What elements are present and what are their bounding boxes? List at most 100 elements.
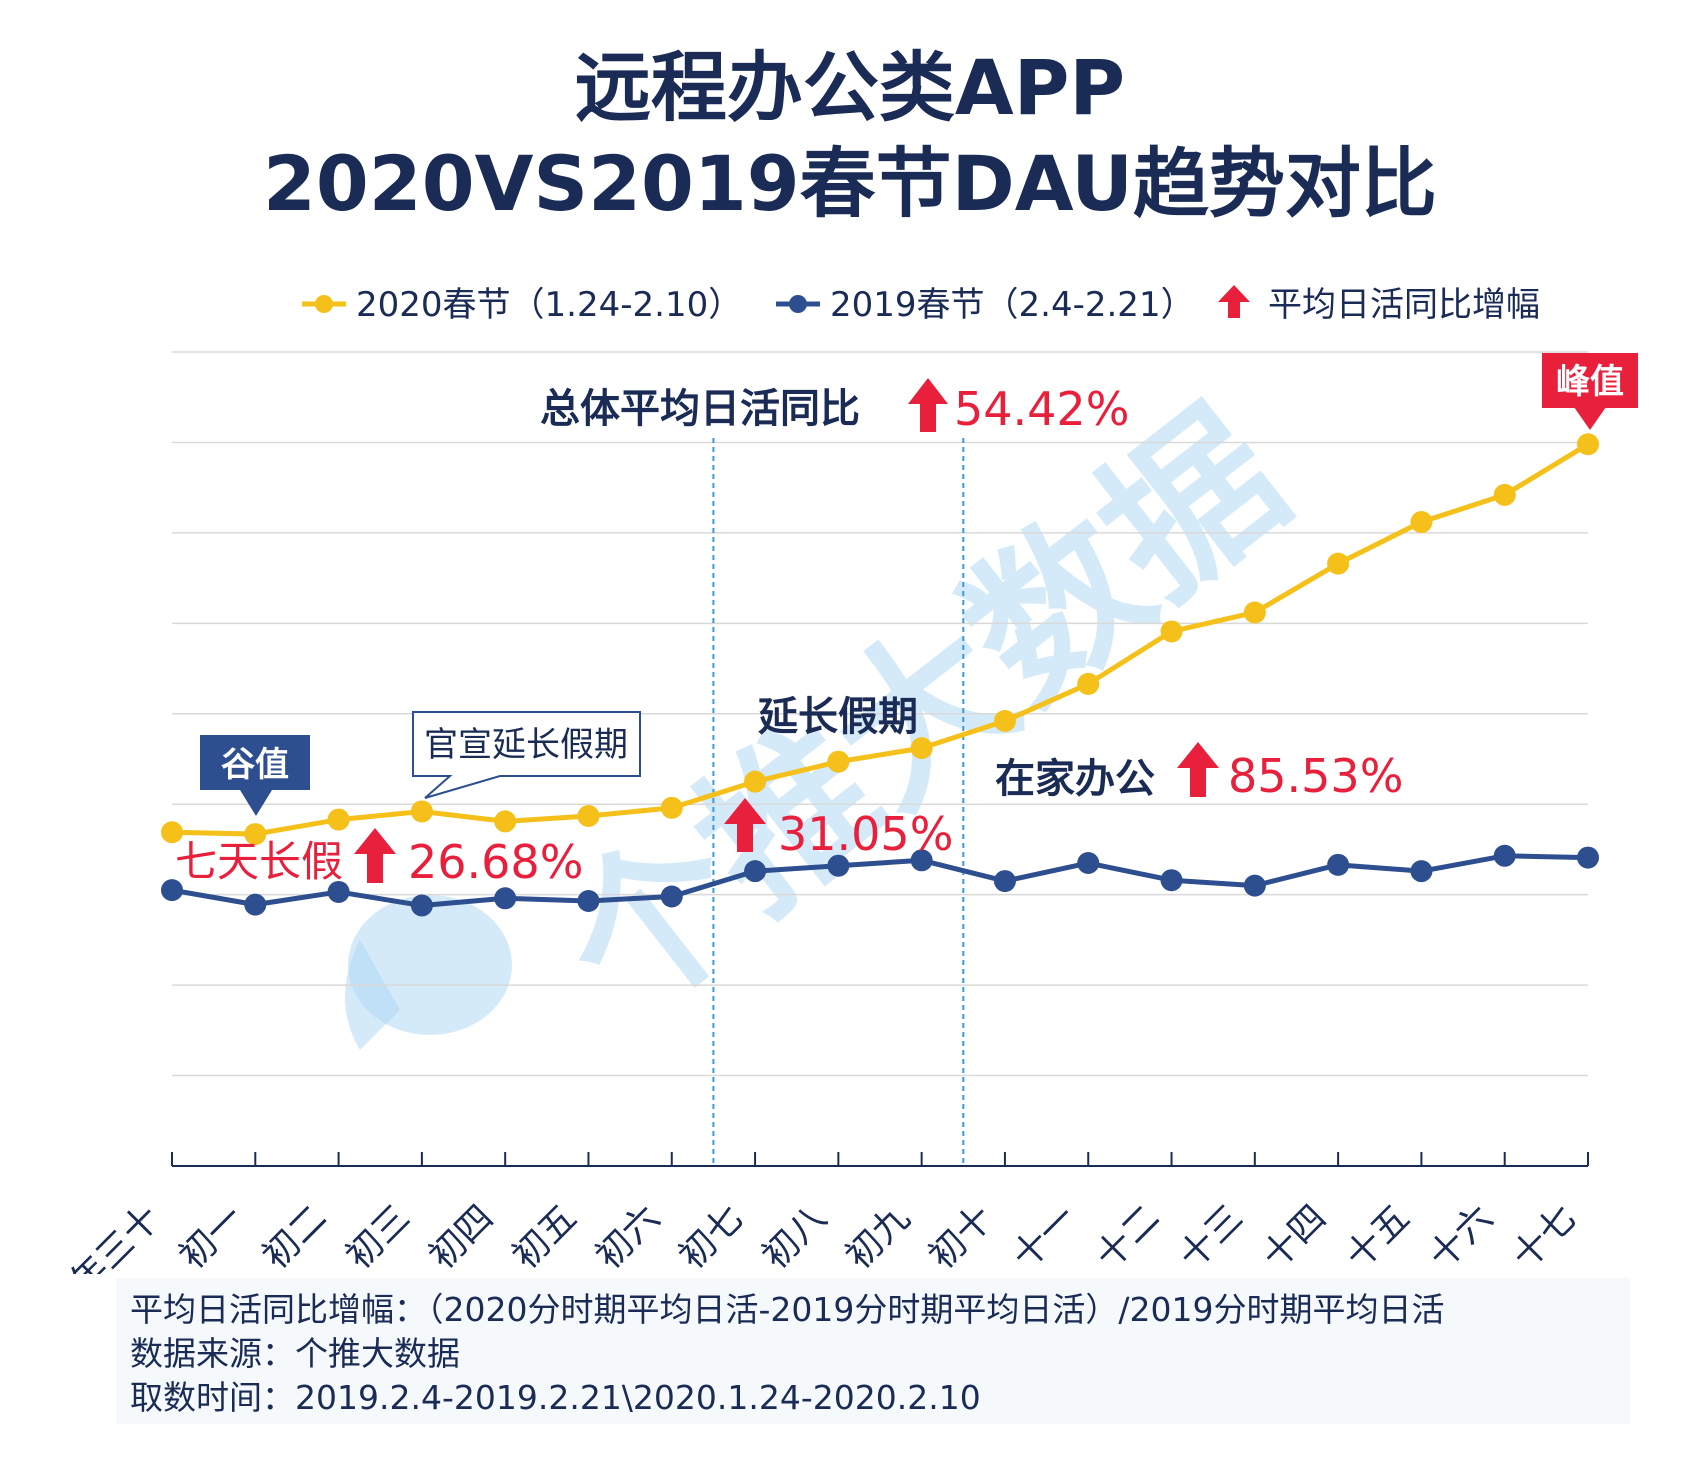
chart-title-line2: 2020VS2019春节DAU趋势对比 [263,139,1437,228]
series-2019-point [993,870,1016,893]
series-2020-point [494,810,517,833]
peak-arrow-icon [1574,407,1606,430]
series-2020-point [660,796,683,819]
x-tick-label: 十二 [1088,1197,1168,1274]
x-tick-label: 初八 [755,1197,835,1274]
watermark-logo-icon [345,895,512,1050]
legend-2019-label: 2019春节（2.4-2.21） [830,285,1195,325]
x-tick-label: 初十 [921,1197,1001,1274]
series-2020-point [827,750,850,773]
series-2019-point [744,860,767,883]
series-2020-point [1577,433,1599,456]
x-tick-label: 初六 [588,1197,668,1274]
series-2019-point [494,887,517,910]
x-tick-label: 初四 [422,1197,502,1274]
overall-growth-value: 54.42% [954,382,1129,436]
overall-growth-label: 总体平均日活同比 [540,386,860,432]
series-2019-point [1243,874,1266,897]
series-2020-point [327,808,350,831]
overall-growth-arrow-icon [908,378,948,432]
series-2020-point [1410,511,1433,534]
seven-day-growth-annotation: 七天长假 26.68% [175,828,583,889]
legend-2020-marker [315,295,333,313]
series-2020-point [1160,620,1183,643]
footer-source: 数据来源：个推大数据 [130,1334,460,1373]
x-tick-label: 十七 [1504,1197,1584,1274]
home-value: 85.53% [1228,749,1403,803]
x-tick-label: 初一 [172,1197,252,1274]
series-2019-point [577,889,600,912]
series-2019-point [244,893,267,916]
series-2019-point [1493,844,1516,867]
series-2020-line [171,442,1590,837]
x-tick-label: 十三 [1171,1197,1251,1274]
overall-growth-annotation: 总体平均日活同比 54.42% [540,378,1129,436]
legend-growth-arrow-icon [1218,285,1250,318]
announce-label: 官宣延长假期 [424,725,628,765]
series-2020-point [161,821,183,844]
series-2019 [161,844,1599,917]
series-2019-line [171,853,1589,909]
legend: 2020春节（1.24-2.10） 2019春节（2.4-2.21） 平均日活同… [302,285,1540,325]
extended-growth-annotation: 31.05% [724,798,953,861]
valley-label: 谷值 [221,745,289,785]
series-2019-point [1410,860,1433,883]
x-tick-label: 年三十 [63,1197,168,1274]
series-2019-point [910,849,933,872]
extended-arrow-icon [724,798,766,852]
seven-day-value: 26.68% [408,835,583,889]
chart-title-line1: 远程办公类APP [574,43,1126,132]
series-2020-point [577,804,600,827]
x-tick-label: 初七 [672,1197,752,1274]
x-tick-label: 十四 [1255,1197,1335,1274]
x-tick-label: 初三 [338,1197,418,1274]
series-2019-point [660,885,683,908]
series-2020-point [410,800,433,823]
home-label: 在家办公 [995,756,1155,802]
peak-callout: 峰值 [1542,353,1638,430]
legend-2020-label: 2020春节（1.24-2.10） [356,285,742,325]
series-2019-point [327,880,350,903]
peak-label: 峰值 [1556,362,1624,402]
series-2019-point [410,894,433,917]
period-dividers [712,438,965,1166]
seven-day-label: 七天长假 [175,837,343,886]
chart-title: 远程办公类APP 2020VS2019春节DAU趋势对比 [0,40,1700,232]
peak-box [1542,353,1638,408]
series-2020-point [993,710,1016,733]
series-2020-point [1243,601,1266,624]
series-2020 [161,433,1599,846]
x-tick-label: 十五 [1338,1197,1418,1274]
footer-notes: 平均日活同比增幅：（2020分时期平均日活-2019分时期平均日活）/2019分… [116,1278,1630,1424]
x-tick-label: 十六 [1421,1197,1501,1274]
extended-holiday-label: 延长假期 [758,694,918,740]
series-2019-point [161,879,183,902]
seven-day-arrow-icon [354,828,396,883]
series-2020-point [1327,552,1350,575]
valley-box [200,735,310,790]
dau-line-chart: 个推大数据 年三十 初一 初二 初三 初四 初五 初六 初七 初八 初九 初十 十一 十二 十三 十四 十五十… [63,285,1638,1274]
x-axis [171,1152,1589,1167]
legend-growth-label: 平均日活同比增幅 [1268,285,1540,325]
series-2020-point [744,770,767,793]
valley-callout: 谷值 [200,735,310,816]
series-2019-point [1327,853,1350,876]
grid-lines [172,351,1588,1077]
series-2019-point [1077,852,1100,875]
x-tick-labels: 年三十 初一 初二 初三 初四 初五 初六 初七 初八 初九 初十 十一 十二 十三 十四 十五 十六 十七 [63,1197,1584,1274]
series-2020-point [910,737,933,760]
footer-formula: 平均日活同比增幅：（2020分时期平均日活-2019分时期平均日活）/2019分… [130,1290,1445,1329]
series-2020-point [1493,483,1516,506]
extended-value: 31.05% [778,807,953,861]
x-tick-label: 初五 [505,1197,585,1274]
home-growth-annotation: 在家办公 85.53% [995,742,1403,803]
series-2019-point [1577,846,1599,869]
series-2019-point [827,854,850,877]
series-2020-point [244,823,267,846]
announce-bubble [412,711,641,799]
valley-arrow-icon [240,790,272,816]
home-arrow-icon [1177,742,1219,797]
x-tick-label: 十一 [1005,1197,1085,1274]
x-tick-label: 初二 [255,1197,335,1274]
series-2019-point [1160,869,1183,892]
